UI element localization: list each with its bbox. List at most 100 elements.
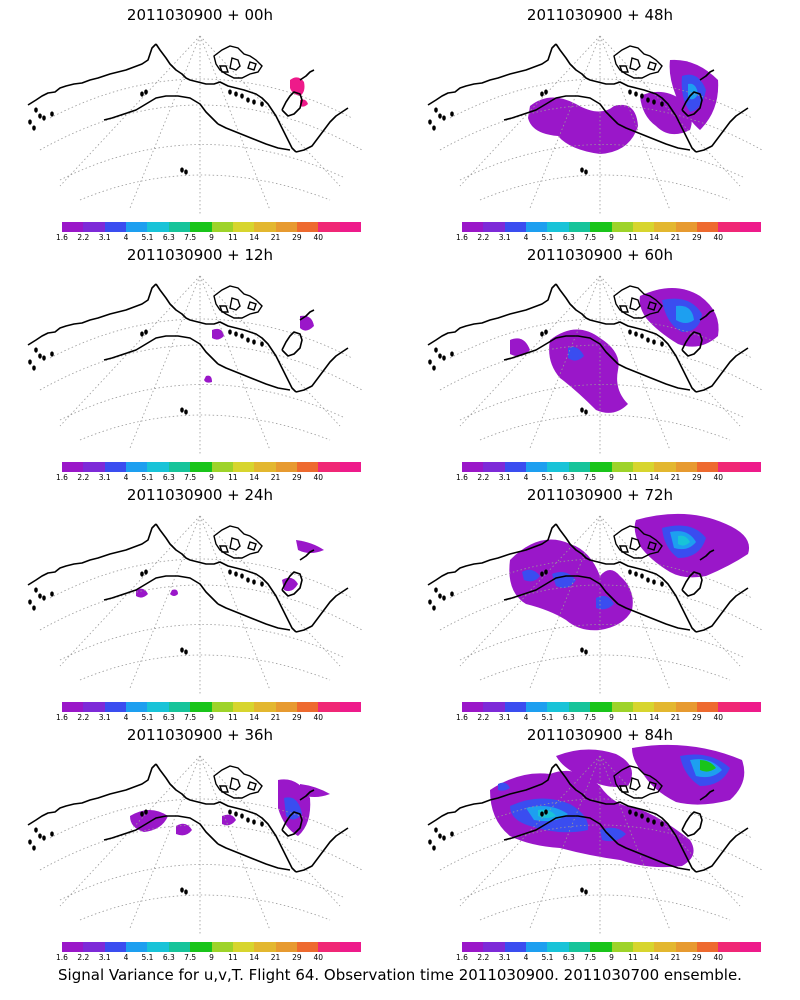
map-panel: 2011030900 + 72h 1.6 2.2 3.1 4 5.1 6.3 7.5 9 11 14…: [400, 480, 800, 722]
coastline: [217, 843, 291, 871]
colorbar-swatch: [718, 222, 740, 232]
signal-region: [528, 97, 638, 154]
graticule-line: [479, 174, 731, 201]
small-island: [628, 329, 632, 335]
colorbar-tick-label: 4: [523, 953, 529, 962]
colorbar-tick-label: 2.2: [77, 473, 90, 482]
colorbar-swatch: [462, 222, 484, 232]
small-island: [246, 817, 250, 823]
colorbar-swatch: [739, 942, 762, 952]
small-island: [634, 331, 638, 337]
colorbar-swatch: [611, 942, 633, 952]
coastline: [103, 575, 219, 605]
small-island: [180, 167, 184, 173]
small-island: [28, 119, 32, 125]
colorbar-swatch: [718, 942, 740, 952]
small-island: [628, 809, 632, 815]
small-island: [180, 647, 184, 653]
island-outline: [229, 57, 241, 71]
coastline: [699, 309, 715, 321]
island-outline: [247, 301, 257, 311]
colorbar-swatch: [632, 702, 655, 712]
small-island: [42, 115, 46, 121]
colorbar-tick-label: 2.2: [477, 953, 490, 962]
signal-region: [498, 782, 510, 791]
graticule-line: [59, 35, 201, 187]
colorbar-swatch: [104, 462, 127, 472]
coastline: [503, 335, 619, 365]
colorbar-tick-label: 11: [228, 473, 238, 482]
map-panel: 2011030900 + 48h 1.6 2.2 3.1 4 5.1 6.3 7.5 9 11 14…: [400, 0, 800, 242]
coastline: [695, 827, 749, 873]
signal-region: [176, 823, 192, 836]
colorbar-tick-label: 5.1: [541, 953, 554, 962]
coastline: [617, 843, 691, 871]
coastline: [27, 763, 157, 826]
colorbar-tick-label: 5.1: [141, 473, 154, 482]
colorbar-swatch: [526, 702, 548, 712]
colorbar-swatch: [462, 942, 484, 952]
small-island: [144, 809, 148, 815]
island-outline: [247, 61, 257, 71]
small-island: [50, 351, 54, 357]
graticule-line: [529, 755, 601, 929]
small-island: [584, 409, 588, 415]
small-island: [50, 111, 54, 117]
graticule-line: [199, 515, 341, 667]
signal-region: [510, 338, 530, 357]
signal-region: [204, 375, 212, 383]
coastline: [27, 43, 157, 106]
small-island: [240, 813, 244, 819]
colorbar: [462, 942, 762, 952]
small-island: [432, 845, 436, 851]
panel-title: 2011030900 + 24h: [126, 486, 274, 504]
coastline: [281, 331, 303, 357]
island-outline: [629, 777, 641, 791]
colorbar-tick-label: 3.1: [498, 953, 511, 962]
colorbar-swatch: [147, 942, 169, 952]
small-island: [252, 99, 256, 105]
small-island: [228, 329, 232, 335]
coastline: [427, 43, 557, 106]
small-island: [140, 331, 144, 337]
colorbar-swatch: [62, 702, 84, 712]
small-island: [646, 577, 650, 583]
coastline: [299, 69, 315, 81]
colorbar-swatch: [147, 702, 169, 712]
small-island: [660, 101, 664, 107]
map-panel: 2011030900 + 00h 1.6 2.2 3.1 4 5.1 6.3 7.5 9 11 14…: [0, 0, 400, 242]
small-island: [580, 887, 584, 893]
small-island: [442, 115, 446, 121]
panel-title: 2011030900 + 12h: [126, 246, 274, 264]
small-island: [442, 595, 446, 601]
colorbar-swatch: [611, 702, 633, 712]
signal-region: [676, 305, 694, 323]
map-panel: 2011030900 + 84h 1.6 2.2 3.1 4 5.1 6.3 7.5 9 11 14…: [400, 720, 800, 962]
signal-region: [568, 347, 584, 361]
colorbar-swatch: [190, 702, 212, 712]
small-island: [252, 579, 256, 585]
colorbar-tick-label: 9: [609, 713, 614, 722]
polar-map: [27, 275, 363, 456]
colorbar-tick-label: 14: [249, 233, 259, 242]
colorbar-tick-label: 14: [649, 953, 659, 962]
small-island: [228, 809, 232, 815]
colorbar: [62, 942, 362, 952]
island-outline: [229, 777, 241, 791]
colorbar-tick-label: 1.6: [456, 473, 468, 482]
small-island: [580, 167, 584, 173]
colorbar-swatch: [254, 222, 276, 232]
colorbar-swatch: [296, 222, 319, 232]
island-outline: [647, 541, 657, 551]
graticule-line: [599, 755, 671, 931]
colorbar-swatch: [318, 942, 340, 952]
small-island: [450, 351, 454, 357]
signal-region: [596, 596, 614, 610]
colorbar-swatch: [696, 462, 719, 472]
small-island: [234, 811, 238, 817]
small-island: [540, 571, 544, 577]
coastline: [217, 603, 291, 631]
signal-region: [296, 540, 324, 553]
colorbar-tick-label: 14: [249, 953, 259, 962]
small-island: [260, 821, 264, 827]
